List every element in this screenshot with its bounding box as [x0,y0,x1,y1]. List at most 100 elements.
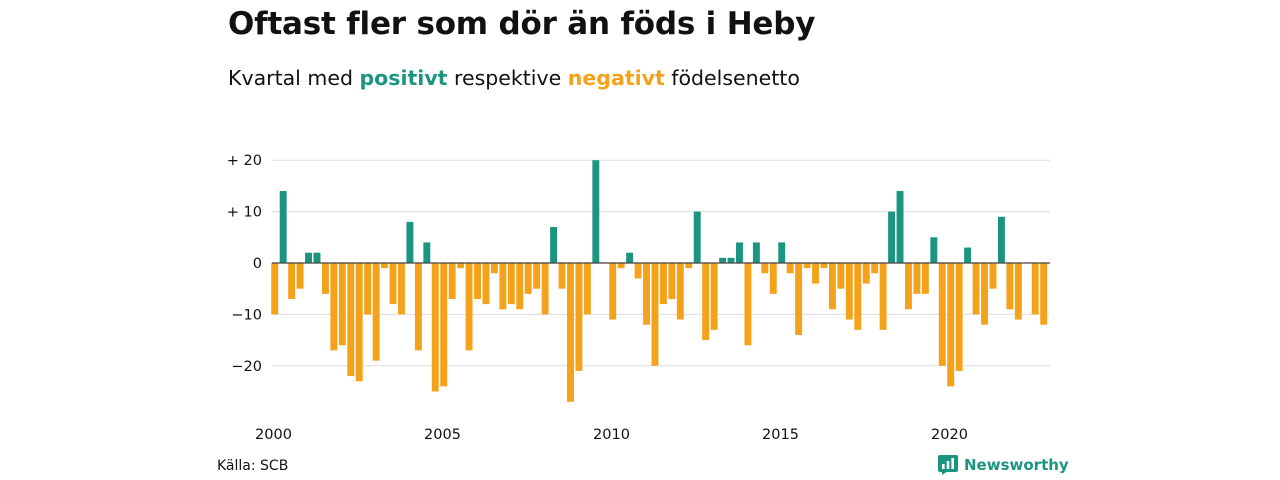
bar [347,263,355,377]
bar [710,263,718,330]
chart-title: Oftast fler som dör än föds i Heby [228,6,816,42]
bar [482,263,490,305]
bar [828,263,836,310]
bar [617,263,625,269]
bar [795,263,803,335]
bar [989,263,997,289]
chart-subtitle: Kvartal med positivt respektive negativt… [228,66,800,90]
bar [803,263,811,269]
bar [465,263,473,351]
bar [643,263,650,325]
bar [938,263,946,366]
bar [693,211,701,263]
bar [567,263,574,402]
bar [879,263,887,330]
x-tick-label: 2000 [255,427,292,443]
bar [398,263,405,315]
bar [964,247,972,263]
x-tick-label: 2005 [424,427,461,443]
bar [1014,263,1022,320]
x-tick-label: 2010 [593,427,630,443]
bar [854,263,862,330]
bar [440,263,448,387]
bar [786,263,794,274]
bar [338,263,346,346]
x-tick-label: 2020 [931,427,968,443]
bar [626,252,634,263]
bar [288,263,296,299]
bar [744,263,752,346]
bar [423,242,431,263]
brand[interactable]: Newsworthy [938,455,1069,475]
bar [930,237,938,263]
bar [550,227,558,263]
bar [1040,263,1048,325]
bar [702,263,710,341]
bar [981,263,988,325]
bar [305,252,312,263]
bar [474,263,481,299]
bar [389,263,397,305]
bar [592,160,600,263]
bar [372,263,380,361]
subtitle-positive: positivt [359,66,448,90]
subtitle-suffix: födelsenetto [664,66,800,90]
y-tick-label: −20 [231,359,262,375]
bar [634,263,642,279]
source-note: Källa: SCB [217,458,289,474]
bar [972,263,980,315]
bar [845,263,853,320]
newsworthy-logo-icon [938,455,958,475]
bar [837,263,845,289]
bar [997,216,1005,263]
bar [955,263,963,371]
bar [296,263,304,289]
x-axis-labels: 2000 2005 2010 2015 2020 [255,427,968,443]
subtitle-negative: negativt [567,66,665,90]
bar [524,263,532,294]
y-tick-label: −10 [231,307,262,323]
bar [507,263,515,305]
subtitle-middle: respektive [447,66,568,90]
bar [752,242,760,263]
bar [1006,263,1014,310]
bar [406,221,414,263]
y-axis-labels: + 20 + 10 0 −10 −20 [227,153,262,375]
bar [778,242,786,263]
bar [668,263,676,299]
bar [676,263,684,320]
bar [533,263,541,289]
bar [719,257,727,263]
bar [905,263,912,310]
bar [896,191,904,263]
bar [457,263,465,269]
bar [820,263,828,269]
x-tick-label: 2015 [762,427,799,443]
bar [888,211,896,263]
bar [279,191,287,263]
bar [871,263,879,274]
bar [271,263,279,315]
y-tick-label: 0 [253,256,262,272]
bar [659,263,667,305]
bar [685,263,693,269]
bar [921,263,929,294]
bar [490,263,498,274]
bar [862,263,870,284]
y-tick-label: + 20 [227,153,262,169]
bar [364,263,372,315]
bar [516,263,524,310]
brand-name: Newsworthy [964,456,1069,474]
bar [313,252,321,263]
bar [330,263,338,351]
bar [541,263,549,315]
bar [321,263,329,294]
subtitle-prefix: Kvartal med [228,66,360,90]
bar [913,263,921,294]
bar [583,263,591,315]
bar [381,263,389,269]
bar [736,242,743,263]
bar [651,263,659,366]
bar [431,263,439,392]
